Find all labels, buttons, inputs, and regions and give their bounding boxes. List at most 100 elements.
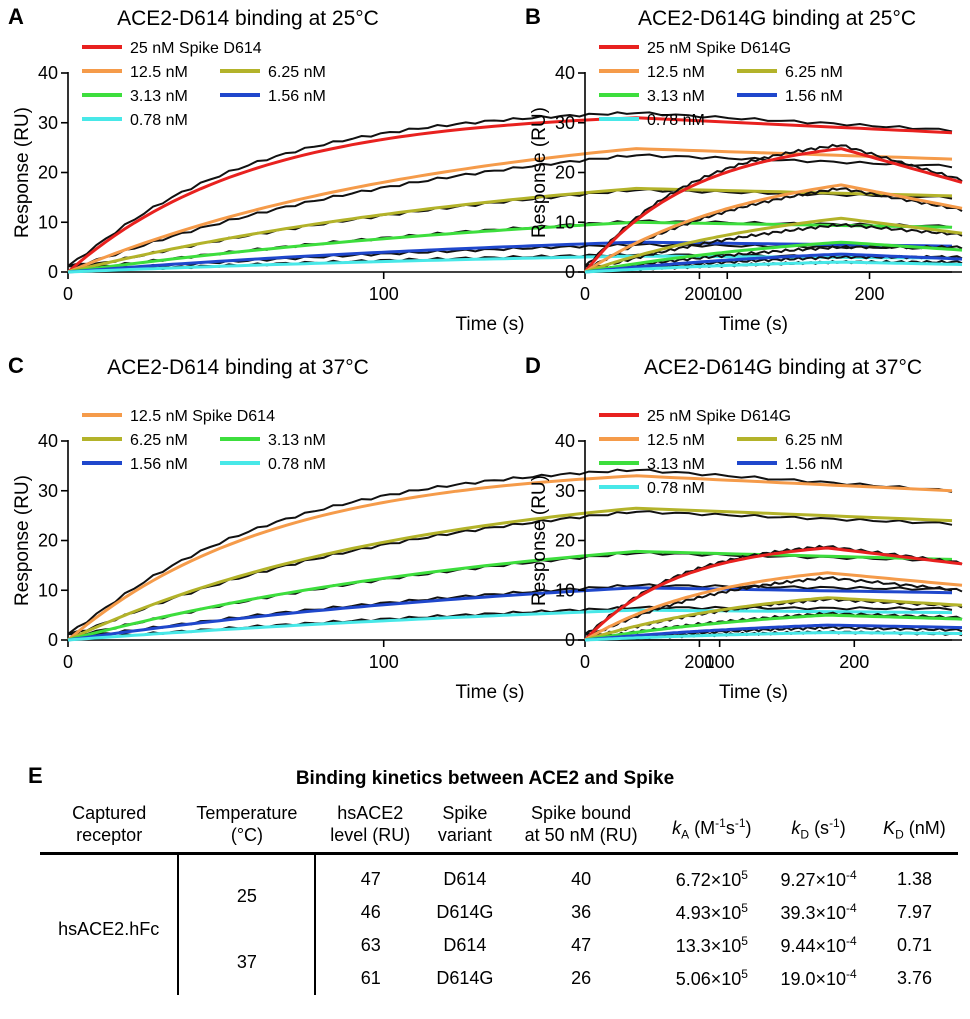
y-tick-label: 20 (555, 163, 575, 183)
legend-label: 25 nM Spike D614 (130, 40, 262, 57)
raw-trace-0 (584, 143, 963, 267)
cell-variant: D614G (436, 968, 494, 988)
cell-KD: 7.97 (896, 902, 932, 922)
y-tick-label: 0 (48, 630, 58, 650)
chart-title: ACE2-D614G binding at 25°C (638, 7, 916, 30)
cell-variant: D614 (443, 869, 487, 889)
x-axis-label: Time (s) (719, 314, 788, 335)
series-line-5 (584, 630, 962, 642)
cell-variant: D614 (443, 935, 487, 955)
legend: 25 nM Spike D614 12.5 nM 6.25 nM 3.13 nM 1.5… (82, 40, 326, 129)
cell-bound: 26 (571, 968, 592, 988)
x-tick-label: 200 (684, 284, 714, 304)
cell-ka: 13.3×105 (675, 934, 748, 956)
legend-label: 6.25 nM (268, 64, 326, 81)
y-tick-label: 10 (38, 580, 58, 600)
cell-ka: 6.72×105 (675, 868, 748, 890)
x-tick-label: 0 (580, 284, 590, 304)
series-line-0 (67, 474, 953, 642)
y-tick-label: 10 (38, 212, 58, 232)
series-line-0 (583, 147, 963, 273)
series-line-4 (67, 240, 953, 274)
series-line-1 (67, 506, 953, 642)
table-header-row: Captured receptor Temperature (°C) hsACE2 l… (40, 802, 958, 854)
legend-label: 25 nM Spike D614G (647, 40, 791, 57)
legend-label: 12.5 nM (647, 432, 705, 449)
legend-label: 12.5 nM (130, 64, 188, 81)
header-ka: kA (M-1s-1) (672, 816, 752, 842)
legend-label: 1.56 nM (130, 456, 188, 473)
legend-label: 25 nM Spike D614G (647, 408, 791, 425)
cell-level: 47 (360, 869, 381, 889)
legend-label: 6.25 nM (785, 64, 843, 81)
series-line-0 (67, 116, 953, 274)
header-temperature: Temperature (°C) (196, 803, 298, 845)
cell-kd: 9.27×10-4 (780, 868, 857, 890)
raw-trace-3 (68, 583, 953, 638)
series-line-5 (584, 260, 963, 274)
x-tick-label: 0 (63, 284, 73, 304)
y-tick-label: 30 (38, 113, 58, 133)
cell-KD: 3.76 (896, 968, 932, 988)
legend-label: 1.56 nM (785, 88, 843, 105)
cell-kd: 9.44×10-4 (780, 934, 857, 956)
x-tick-label: 100 (712, 284, 742, 304)
y-tick-label: 40 (555, 63, 575, 83)
cell-temperature: 25 (178, 853, 317, 929)
panel-b: B ACE2-D614G binding at 25°C 0 10 20 30 40 0 100… (525, 4, 963, 335)
cell-kd: 39.3×10-4 (780, 901, 857, 923)
cell-KD: 0.71 (896, 935, 932, 955)
panel-d: D ACE2-D614G binding at 37°C 0 10 20 30 40 0 100… (525, 353, 963, 703)
header-KD: KD (nM) (883, 818, 946, 842)
cell-kd: 19.0×10-4 (780, 967, 857, 989)
raw-trace-4 (67, 605, 953, 639)
cell-temperature: 37 (178, 929, 317, 995)
series-line-3 (67, 220, 953, 274)
y-tick-label: 20 (38, 163, 58, 183)
raw-trace-0 (67, 468, 953, 635)
legend-label: 6.25 nM (130, 432, 188, 449)
series-line-4 (584, 252, 963, 274)
table-row: 46 D614G 36 4.93×105 39.3×10-4 7.97 (40, 896, 958, 929)
series-line-4 (584, 623, 963, 642)
y-axis-label: Response (RU) (529, 475, 550, 606)
kinetics-table: Captured receptor Temperature (°C) hsACE2 l… (40, 802, 958, 995)
x-tick-label: 100 (369, 652, 399, 672)
cell-KD: 1.38 (896, 869, 932, 889)
legend-label: 1.56 nM (268, 88, 326, 105)
legend: 12.5 nM Spike D614 6.25 nM 3.13 nM 1.56 nM 0… (82, 408, 326, 473)
series-line-1 (584, 183, 963, 274)
cell-ka: 5.06×105 (675, 967, 748, 989)
table-title: Binding kinetics between ACE2 and Spike (295, 768, 675, 789)
x-axis-label: Time (s) (456, 682, 525, 703)
header-captured-receptor: Captured receptor (72, 803, 147, 845)
panel-letter-d: D (525, 353, 541, 378)
x-tick-label: 200 (684, 652, 714, 672)
series-line-4 (67, 608, 953, 642)
cell-bound: 47 (571, 935, 592, 955)
x-tick-label: 200 (839, 652, 869, 672)
chart-title: ACE2-D614 binding at 37°C (107, 356, 369, 379)
cell-level: 63 (360, 935, 381, 955)
y-tick-label: 10 (555, 212, 575, 232)
x-axis-label: Time (s) (719, 682, 788, 703)
cell-bound: 36 (571, 902, 592, 922)
legend: 25 nM Spike D614G 12.5 nM 6.25 nM 3.13 nM 1.… (599, 40, 843, 129)
legend-label: 6.25 nM (785, 432, 843, 449)
series-line-2 (584, 216, 963, 274)
y-tick-label: 30 (38, 481, 58, 501)
legend: 25 nM Spike D614G 12.5 nM 6.25 nM 3.13 nM 1.… (599, 408, 843, 497)
y-tick-label: 10 (555, 580, 575, 600)
series-line-0 (583, 546, 963, 642)
cell-ka: 4.93×105 (675, 901, 748, 923)
y-axis-label: Response (RU) (12, 475, 33, 606)
cell-level: 46 (360, 902, 381, 922)
chart-title: ACE2-D614G binding at 37°C (644, 356, 922, 379)
y-tick-label: 30 (555, 481, 575, 501)
x-tick-label: 0 (63, 652, 73, 672)
y-tick-label: 40 (38, 431, 58, 451)
series-line-3 (67, 586, 953, 642)
legend-label: 3.13 nM (268, 432, 326, 449)
